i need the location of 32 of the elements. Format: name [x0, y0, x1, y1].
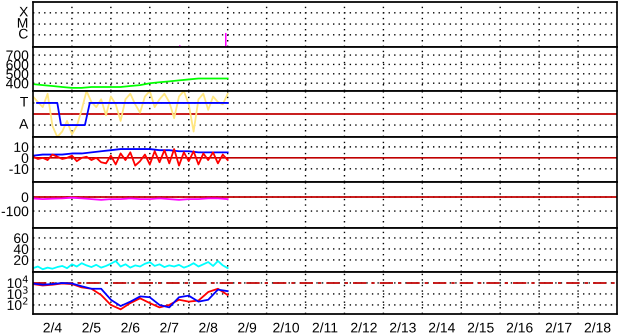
y-tick-label: 400 [6, 78, 28, 88]
y-tick-label: 40 [14, 244, 28, 254]
x-tick-label: 2/9 [238, 322, 256, 333]
text: A [19, 119, 28, 129]
text: X [19, 6, 28, 16]
y-tick-label: 10 [14, 142, 28, 152]
x-tick-label: 2/8 [199, 322, 218, 333]
x-tick-label: 2/14 [428, 322, 455, 333]
y-tick-label: 0 [22, 192, 28, 202]
text: M [18, 18, 28, 28]
text: C [19, 28, 28, 39]
x-tick-label: 2/11 [312, 322, 338, 333]
x-tick-label: 2/10 [273, 322, 300, 333]
x-tick-label: 2/5 [82, 322, 100, 333]
x-tick-label: 2/15 [468, 322, 494, 333]
y-tick-label: 700 [6, 50, 28, 60]
x-tick-label: 2/6 [121, 322, 140, 333]
y-tick-label: 60 [14, 233, 28, 244]
y-tick-label: 500 [6, 69, 28, 79]
y-tick-label: 20 [14, 255, 28, 266]
text: T [20, 96, 28, 107]
y-tick-label: 0 [22, 153, 28, 164]
y-tick-label: 600 [6, 60, 28, 70]
x-tick-label: 2/16 [506, 322, 533, 333]
x-tick-label: 2/7 [160, 322, 178, 333]
y-tick-label: -100 [2, 206, 28, 216]
x-tick-label: 2/12 [351, 322, 377, 333]
x-tick-label: 2/18 [584, 322, 610, 333]
x-tick-label: 2/17 [546, 322, 572, 333]
x-tick-label: 2/4 [44, 322, 62, 333]
x-tick-label: 2/13 [390, 322, 416, 333]
y-tick-label: -10 [9, 164, 28, 174]
